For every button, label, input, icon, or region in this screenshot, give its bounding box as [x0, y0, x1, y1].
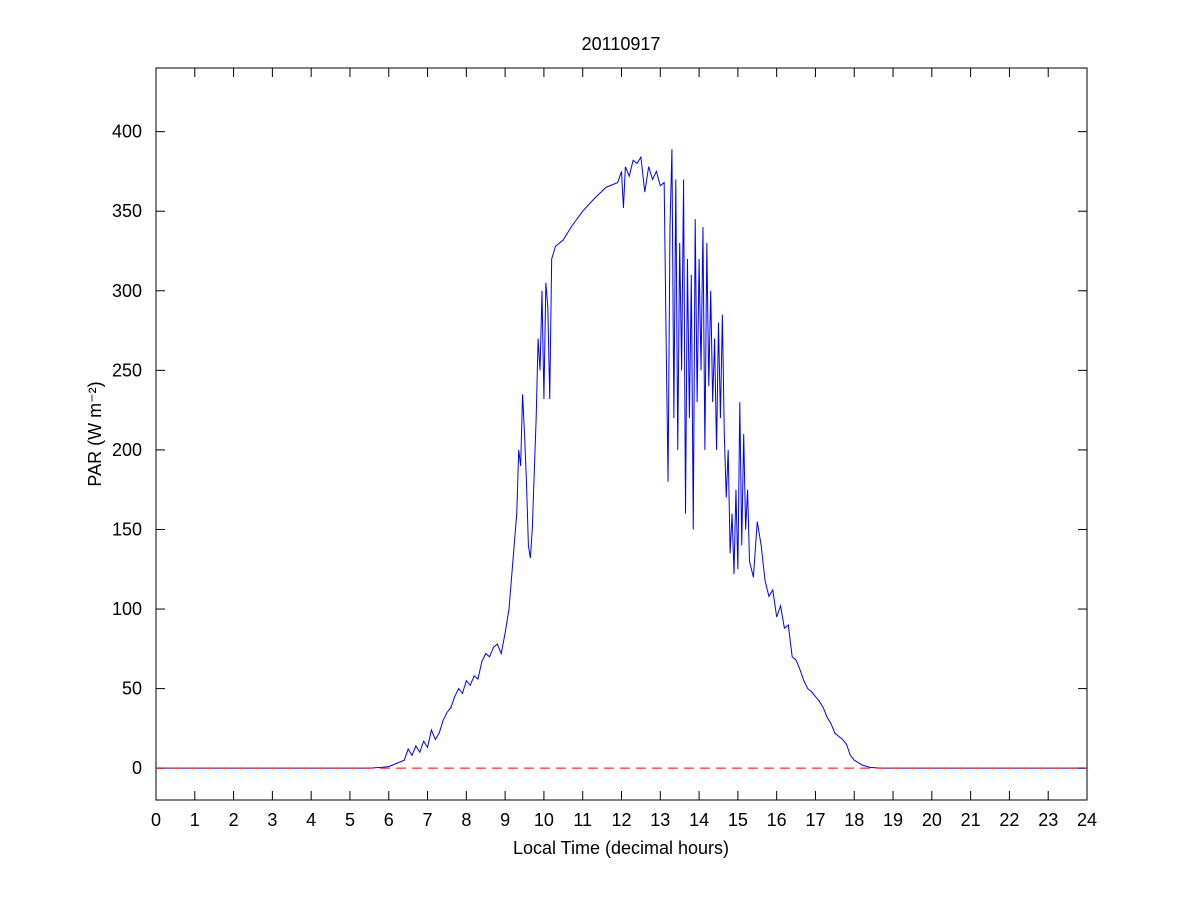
x-tick-label: 2	[229, 810, 239, 830]
chart-title: 20110917	[582, 34, 661, 54]
x-tick-label: 19	[883, 810, 903, 830]
x-tick-label: 18	[844, 810, 864, 830]
x-tick-label: 22	[999, 810, 1019, 830]
y-tick-label: 200	[112, 440, 142, 460]
y-tick-label: 150	[112, 519, 142, 539]
x-tick-label: 8	[461, 810, 471, 830]
x-tick-label: 0	[151, 810, 161, 830]
x-tick-label: 9	[500, 810, 510, 830]
y-tick-label: 400	[112, 122, 142, 142]
x-tick-label: 13	[650, 810, 670, 830]
x-tick-label: 3	[267, 810, 277, 830]
y-axis-label: PAR (W m⁻²)	[85, 381, 105, 486]
x-tick-label: 7	[423, 810, 433, 830]
x-tick-label: 17	[805, 810, 825, 830]
x-tick-label: 12	[611, 810, 631, 830]
y-tick-label: 0	[132, 758, 142, 778]
y-tick-label: 350	[112, 201, 142, 221]
x-tick-label: 15	[728, 810, 748, 830]
x-tick-label: 1	[190, 810, 200, 830]
x-tick-label: 20	[922, 810, 942, 830]
x-tick-label: 24	[1077, 810, 1097, 830]
y-tick-label: 300	[112, 281, 142, 301]
x-tick-label: 11	[573, 810, 592, 830]
x-tick-label: 14	[689, 810, 709, 830]
y-tick-label: 50	[122, 679, 142, 699]
plot-area	[155, 67, 1088, 801]
x-tick-label: 10	[534, 810, 554, 830]
x-axis-label: Local Time (decimal hours)	[513, 838, 729, 858]
x-tick-label: 21	[961, 810, 981, 830]
x-tick-label: 16	[767, 810, 787, 830]
x-tick-label: 23	[1038, 810, 1058, 830]
x-tick-label: 6	[384, 810, 394, 830]
y-tick-label: 250	[112, 360, 142, 380]
data-line	[156, 149, 1087, 769]
x-tick-label: 4	[306, 810, 316, 830]
x-tick-label: 5	[345, 810, 355, 830]
y-tick-label: 100	[112, 599, 142, 619]
